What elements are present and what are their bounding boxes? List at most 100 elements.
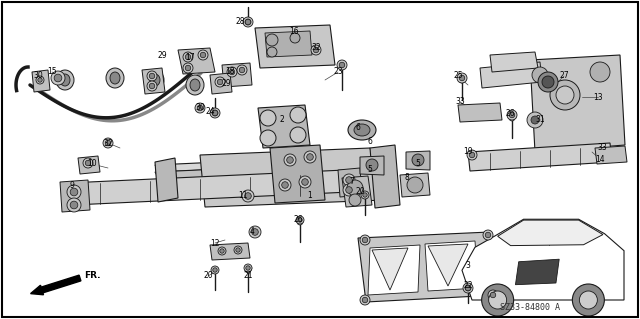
Text: 32: 32: [311, 43, 321, 53]
Ellipse shape: [343, 174, 355, 186]
Ellipse shape: [279, 179, 291, 191]
Polygon shape: [372, 248, 408, 290]
Ellipse shape: [210, 108, 220, 118]
Text: 6: 6: [367, 137, 372, 145]
Text: 18: 18: [225, 68, 235, 77]
Ellipse shape: [85, 160, 91, 166]
Ellipse shape: [38, 78, 42, 82]
Ellipse shape: [346, 187, 352, 193]
Polygon shape: [155, 158, 178, 202]
Text: 11: 11: [238, 191, 248, 201]
Text: 21: 21: [243, 271, 253, 280]
Text: FR.: FR.: [84, 271, 100, 280]
Ellipse shape: [465, 285, 471, 291]
Text: 6: 6: [356, 123, 360, 132]
Text: 29: 29: [221, 79, 231, 88]
Polygon shape: [265, 31, 312, 57]
Text: 31: 31: [535, 115, 545, 124]
Text: 25: 25: [453, 71, 463, 80]
Ellipse shape: [339, 62, 345, 68]
Polygon shape: [370, 145, 400, 208]
Text: 16: 16: [289, 27, 299, 36]
Text: 33: 33: [455, 98, 465, 107]
Ellipse shape: [532, 67, 548, 83]
Ellipse shape: [469, 152, 475, 158]
Polygon shape: [78, 156, 100, 174]
Ellipse shape: [217, 79, 223, 85]
Polygon shape: [32, 70, 50, 92]
Ellipse shape: [460, 75, 465, 81]
Ellipse shape: [146, 70, 164, 90]
Text: 4: 4: [250, 227, 255, 236]
Ellipse shape: [572, 284, 604, 316]
Ellipse shape: [465, 285, 471, 291]
Text: 29: 29: [157, 50, 167, 60]
Ellipse shape: [243, 17, 253, 27]
Polygon shape: [155, 162, 375, 180]
Polygon shape: [68, 170, 350, 205]
Ellipse shape: [509, 112, 515, 118]
Ellipse shape: [488, 290, 498, 300]
Text: 24: 24: [205, 107, 215, 115]
Ellipse shape: [234, 246, 242, 254]
Text: 26: 26: [505, 108, 515, 117]
Ellipse shape: [339, 62, 345, 68]
Ellipse shape: [183, 63, 193, 73]
FancyArrow shape: [31, 275, 81, 295]
Polygon shape: [255, 25, 335, 68]
Polygon shape: [178, 48, 215, 74]
Ellipse shape: [507, 110, 517, 120]
Ellipse shape: [70, 201, 78, 209]
Ellipse shape: [354, 124, 370, 136]
Ellipse shape: [252, 229, 259, 235]
Text: 8: 8: [404, 174, 410, 182]
Text: 5: 5: [367, 166, 372, 174]
Ellipse shape: [297, 219, 303, 225]
Text: 12: 12: [211, 239, 220, 248]
Text: 15: 15: [47, 68, 57, 77]
Ellipse shape: [301, 179, 308, 185]
Text: SZ33-84800 A: SZ33-84800 A: [500, 303, 560, 313]
Ellipse shape: [290, 127, 306, 143]
Ellipse shape: [198, 50, 208, 60]
Ellipse shape: [245, 19, 251, 25]
Ellipse shape: [346, 177, 352, 183]
Ellipse shape: [147, 71, 157, 81]
Polygon shape: [155, 178, 375, 196]
Text: 10: 10: [87, 160, 97, 168]
Ellipse shape: [244, 193, 252, 199]
Ellipse shape: [290, 33, 300, 43]
Ellipse shape: [287, 157, 293, 163]
Ellipse shape: [298, 218, 302, 222]
Ellipse shape: [218, 247, 226, 255]
Text: 22: 22: [463, 281, 473, 291]
Text: 7: 7: [349, 177, 355, 187]
Ellipse shape: [83, 158, 93, 168]
Ellipse shape: [347, 180, 363, 196]
Text: 2: 2: [280, 115, 284, 124]
Ellipse shape: [244, 264, 252, 272]
Polygon shape: [60, 180, 90, 212]
Ellipse shape: [227, 67, 237, 77]
Ellipse shape: [190, 79, 200, 91]
Ellipse shape: [105, 140, 111, 146]
Ellipse shape: [149, 83, 155, 89]
Text: 5: 5: [415, 159, 420, 167]
Ellipse shape: [509, 115, 515, 121]
Ellipse shape: [299, 176, 311, 188]
Polygon shape: [425, 241, 478, 291]
Polygon shape: [200, 148, 385, 207]
Polygon shape: [258, 105, 310, 148]
Ellipse shape: [467, 150, 477, 160]
Polygon shape: [360, 156, 384, 175]
Polygon shape: [458, 103, 502, 122]
Ellipse shape: [197, 105, 203, 111]
Ellipse shape: [260, 110, 276, 126]
Text: 30: 30: [33, 71, 43, 80]
Text: 20: 20: [355, 188, 365, 197]
Ellipse shape: [229, 69, 235, 75]
Text: 32: 32: [103, 138, 113, 147]
Ellipse shape: [527, 112, 543, 128]
Text: 1: 1: [308, 190, 312, 199]
Text: 3: 3: [465, 262, 470, 271]
